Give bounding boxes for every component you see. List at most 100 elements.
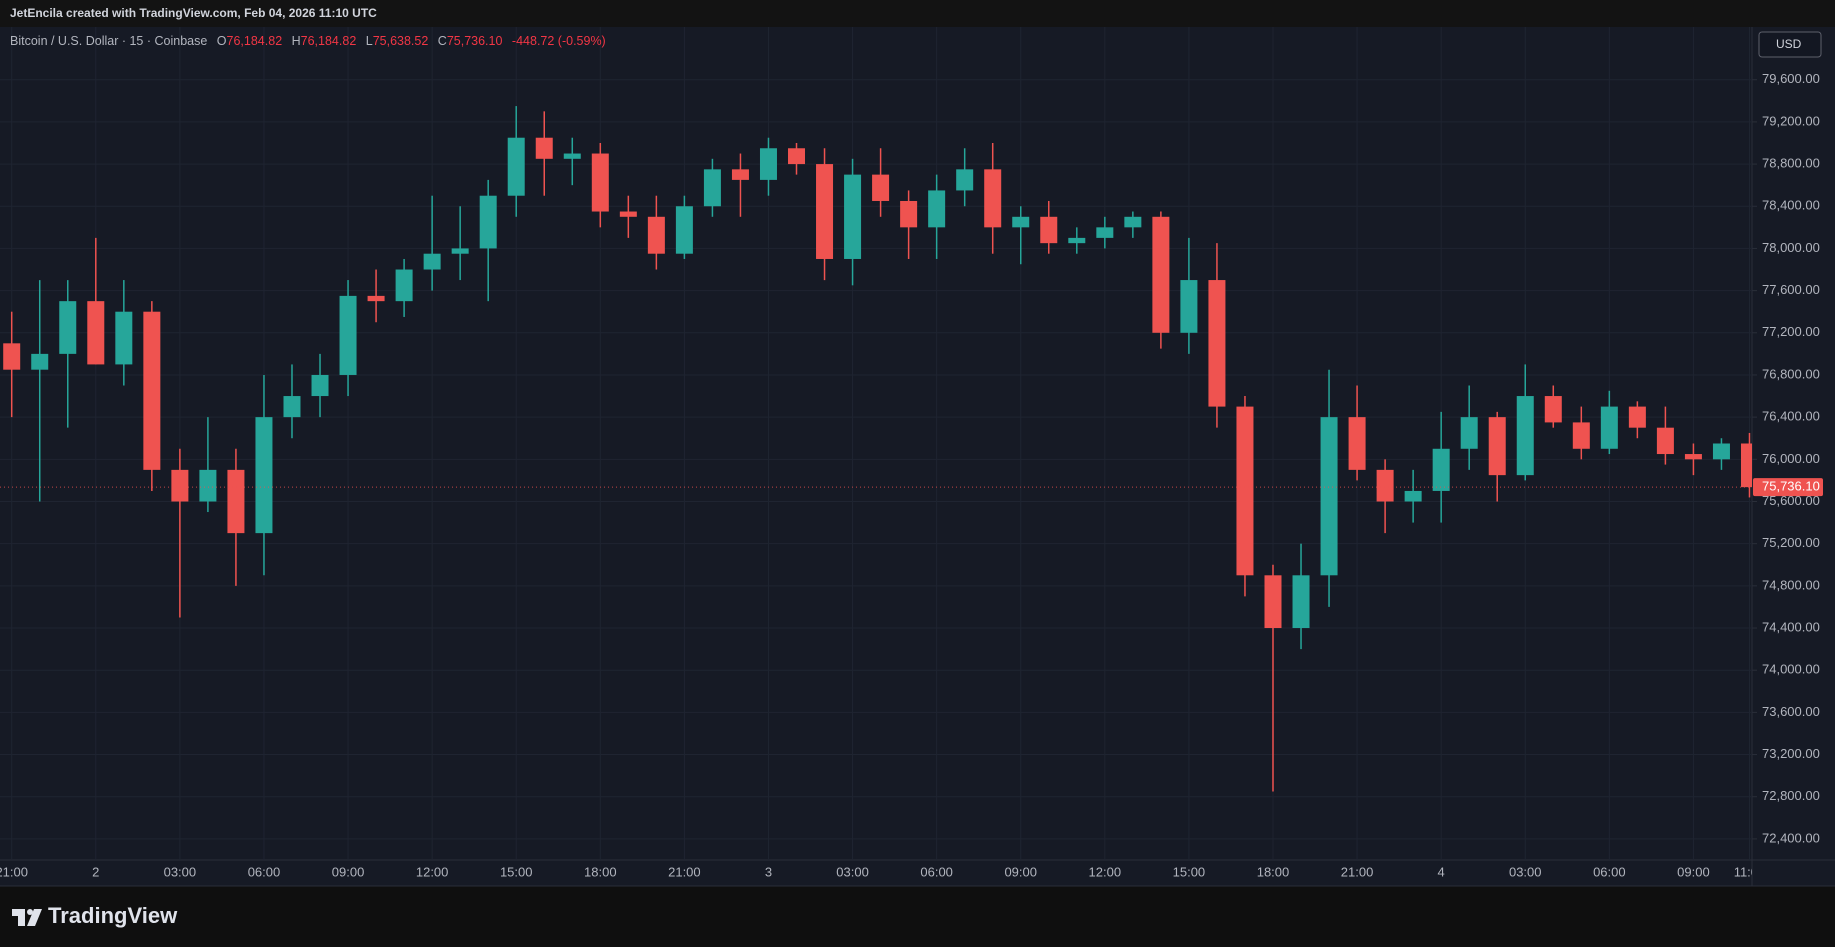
currency: USD	[1776, 37, 1802, 51]
x-tick-label: 2	[92, 864, 99, 879]
candle-body	[1180, 280, 1198, 333]
y-tick-label: 75,600.00	[1762, 493, 1820, 508]
candle-body	[647, 216, 665, 254]
candle-body	[900, 200, 918, 228]
candle-body	[984, 169, 1002, 228]
legend-key: C	[437, 34, 447, 48]
x-tick-label: 03:00	[1509, 864, 1542, 879]
candle-body	[423, 253, 441, 270]
x-tick-label: 12:00	[416, 864, 449, 879]
candle-body	[1460, 417, 1478, 449]
candle-body	[675, 206, 693, 254]
candle-body	[171, 469, 189, 502]
candle-body	[731, 169, 749, 180]
candle-body	[1236, 406, 1254, 576]
brand[interactable]: TradingView	[48, 903, 178, 928]
candle-body	[115, 311, 133, 365]
candle-body	[1740, 443, 1752, 488]
candle-body	[619, 211, 637, 217]
candle-body	[1544, 396, 1562, 423]
x-tick-label: 11:00	[1734, 864, 1766, 879]
candle-body	[227, 469, 245, 534]
y-tick-label: 72,400.00	[1762, 830, 1820, 845]
y-tick-label: 77,200.00	[1762, 324, 1820, 339]
x-tick-label: 21:00	[668, 864, 701, 879]
caption-bar	[0, 0, 1835, 27]
y-tick-label: 79,600.00	[1762, 71, 1820, 86]
x-tick-label: 21:00	[1341, 864, 1374, 879]
x-tick-label: 06:00	[248, 864, 281, 879]
x-tick-label: 21:00	[0, 864, 28, 879]
y-tick-label: 73,600.00	[1762, 704, 1820, 719]
x-tick-label: 06:00	[1593, 864, 1626, 879]
candle-body	[1292, 575, 1310, 629]
caption: JetEncila created with TradingView.com, …	[10, 6, 377, 20]
candle-body	[1040, 216, 1058, 244]
symbol-title: Bitcoin / U.S. Dollar · 15 · Coinbase	[10, 34, 208, 48]
legend-key: O	[216, 34, 227, 48]
y-tick-label: 72,800.00	[1762, 788, 1820, 803]
legend-key: H	[291, 34, 301, 48]
candle-body	[1376, 469, 1394, 502]
candle-body	[451, 248, 469, 254]
candle-body	[283, 396, 301, 418]
candle-body	[703, 169, 721, 207]
candle-body	[1432, 448, 1450, 491]
last-price-label: 75,736.10	[1762, 479, 1820, 494]
x-tick-label: 03:00	[836, 864, 869, 879]
symbol-legend: Bitcoin / U.S. Dollar · 15 · Coinbase O7…	[10, 34, 612, 48]
tv-logo	[12, 909, 42, 926]
legend-value: 75,638.52	[372, 34, 429, 48]
candle-body	[1656, 427, 1674, 455]
x-tick-label: 3	[765, 864, 772, 879]
candle-body	[199, 469, 217, 502]
candle-body	[1516, 396, 1534, 476]
candle-body	[1208, 280, 1226, 407]
y-tick-label: 73,200.00	[1762, 746, 1820, 761]
x-tick-label: 09:00	[1677, 864, 1710, 879]
candle-body	[339, 295, 357, 375]
y-tick-label: 74,000.00	[1762, 662, 1820, 677]
x-tick-label: 09:00	[332, 864, 365, 879]
candle-body	[255, 417, 273, 534]
y-tick-label: 78,000.00	[1762, 240, 1820, 255]
legend-value: 75,736.10	[446, 34, 503, 48]
candle-body	[3, 343, 21, 370]
y-tick-label: 74,400.00	[1762, 619, 1820, 634]
candle-body	[956, 169, 974, 191]
candle-body	[1152, 216, 1170, 333]
x-tick-label: 18:00	[1257, 864, 1290, 879]
last-price-tag	[1753, 478, 1823, 497]
candle-body	[816, 164, 834, 259]
legend-change: -448.72 (-0.59%)	[511, 34, 606, 48]
x-tick-label: 03:00	[164, 864, 197, 879]
candle-body	[1012, 216, 1030, 228]
y-tick-label: 78,800.00	[1762, 156, 1820, 171]
x-tick-label: 15:00	[1173, 864, 1206, 879]
x-tick-label: 06:00	[920, 864, 953, 879]
candle-body	[59, 301, 77, 354]
candle-body	[479, 195, 497, 249]
candle-body	[31, 353, 49, 370]
y-tick-label: 74,800.00	[1762, 577, 1820, 592]
y-tick-label: 76,400.00	[1762, 409, 1820, 424]
y-tick-label: 77,600.00	[1762, 282, 1820, 297]
chart-pane	[0, 27, 1835, 886]
legend-value: 76,184.82	[226, 34, 283, 48]
y-tick-label: 78,400.00	[1762, 198, 1820, 213]
candle-body	[367, 295, 385, 302]
candle-body	[788, 148, 806, 165]
candle-body	[535, 137, 553, 159]
candle-body	[591, 153, 609, 212]
y-tick-label: 79,200.00	[1762, 113, 1820, 128]
candle-body	[507, 137, 525, 196]
candle-body	[1096, 227, 1114, 238]
candle-body	[311, 374, 329, 397]
candle-body	[1684, 454, 1702, 460]
candle-body	[1320, 417, 1338, 576]
legend-value: 76,184.82	[300, 34, 357, 48]
legend-key: L	[365, 34, 373, 48]
candle-body	[395, 269, 413, 302]
currency-button[interactable]	[1758, 31, 1822, 58]
